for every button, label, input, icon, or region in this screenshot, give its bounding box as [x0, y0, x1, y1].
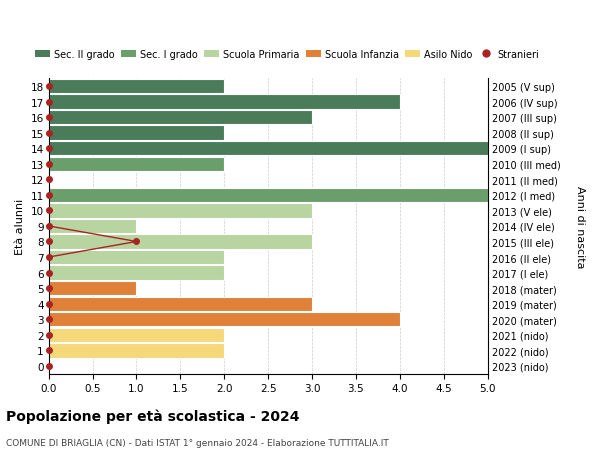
- Bar: [49, 142, 487, 156]
- Bar: [49, 297, 312, 311]
- Text: Popolazione per età scolastica - 2024: Popolazione per età scolastica - 2024: [6, 409, 299, 423]
- Bar: [49, 204, 312, 218]
- Bar: [49, 313, 400, 327]
- Bar: [49, 343, 224, 358]
- Bar: [49, 95, 400, 109]
- Bar: [49, 219, 136, 234]
- Bar: [49, 79, 224, 94]
- Bar: [49, 250, 224, 264]
- Y-axis label: Anni di nascita: Anni di nascita: [575, 185, 585, 268]
- Bar: [49, 111, 312, 125]
- Y-axis label: Età alunni: Età alunni: [15, 198, 25, 254]
- Bar: [49, 281, 136, 296]
- Bar: [49, 188, 487, 202]
- Bar: [49, 328, 224, 342]
- Bar: [49, 126, 224, 140]
- Bar: [49, 157, 224, 172]
- Text: COMUNE DI BRIAGLIA (CN) - Dati ISTAT 1° gennaio 2024 - Elaborazione TUTTITALIA.I: COMUNE DI BRIAGLIA (CN) - Dati ISTAT 1° …: [6, 438, 389, 447]
- Legend: Sec. II grado, Sec. I grado, Scuola Primaria, Scuola Infanzia, Asilo Nido, Stran: Sec. II grado, Sec. I grado, Scuola Prim…: [32, 45, 543, 63]
- Bar: [49, 235, 312, 249]
- Bar: [49, 266, 224, 280]
